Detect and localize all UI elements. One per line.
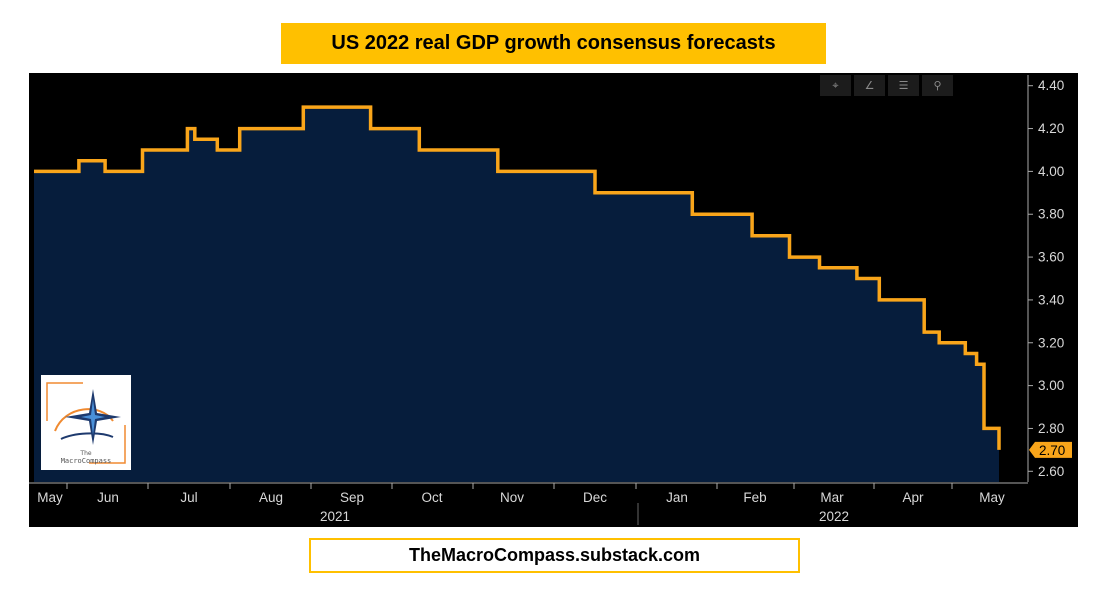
gdp-forecast-chart[interactable]: 4.40 4.20 4.00 3.80 3.60 3.40 3.20 3.00 2.80 2.60… (29, 73, 1078, 527)
legend-icon[interactable]: ☰ (888, 75, 919, 96)
y-tick-label: 3.00 (1038, 378, 1064, 393)
y-tick-label: 3.40 (1038, 292, 1064, 307)
compass-logo-icon: The MacroCompass (46, 382, 126, 465)
x-month-label: Aug (259, 490, 283, 505)
zoom-icon[interactable]: ⚲ (922, 75, 953, 96)
x-month-label: May (979, 490, 1005, 505)
x-month-label: Nov (500, 490, 524, 505)
series-line (34, 105, 1001, 450)
x-month-label: Sep (340, 490, 364, 505)
y-tick-label: 4.00 (1038, 164, 1064, 179)
substack-link[interactable]: TheMacroCompass.substack.com (309, 538, 800, 573)
chart-title: US 2022 real GDP growth consensus foreca… (281, 23, 826, 64)
logo-text-the: The (79, 450, 91, 457)
x-year-label: 2021 (320, 509, 350, 524)
last-value-badge (1029, 441, 1072, 458)
draw-line-icon[interactable]: ∠ (854, 75, 885, 96)
x-month-label: Apr (902, 490, 924, 505)
x-month-label: Jul (180, 490, 197, 505)
x-month-label: Jan (666, 490, 688, 505)
y-tick-label: 4.40 (1038, 78, 1064, 93)
crosshair-icon[interactable]: ⌖ (820, 75, 851, 96)
y-tick-label: 2.60 (1038, 464, 1064, 479)
x-month-label: Dec (583, 490, 607, 505)
y-tick-label: 3.20 (1038, 335, 1064, 350)
x-month-label: May (37, 490, 63, 505)
chart-toolbar: ⌖ ∠ ☰ ⚲ (820, 75, 953, 96)
last-value-label: 2.70 (1039, 443, 1065, 458)
x-month-label: Feb (743, 490, 766, 505)
y-tick-label: 3.80 (1038, 207, 1064, 222)
x-month-label: Mar (820, 490, 844, 505)
series-area (34, 107, 999, 482)
y-tick-label: 2.80 (1038, 421, 1064, 436)
y-tick-label: 3.60 (1038, 250, 1064, 265)
x-month-label: Oct (421, 490, 442, 505)
x-year-label: 2022 (819, 509, 849, 524)
y-tick-label: 4.20 (1038, 121, 1064, 136)
logo-text-brand: MacroCompass (61, 457, 112, 465)
x-month-label: Jun (97, 490, 119, 505)
chart-frame[interactable]: 4.40 4.20 4.00 3.80 3.60 3.40 3.20 3.00 2.80 2.60… (29, 73, 1078, 527)
macrocompass-logo: The MacroCompass (41, 375, 131, 470)
